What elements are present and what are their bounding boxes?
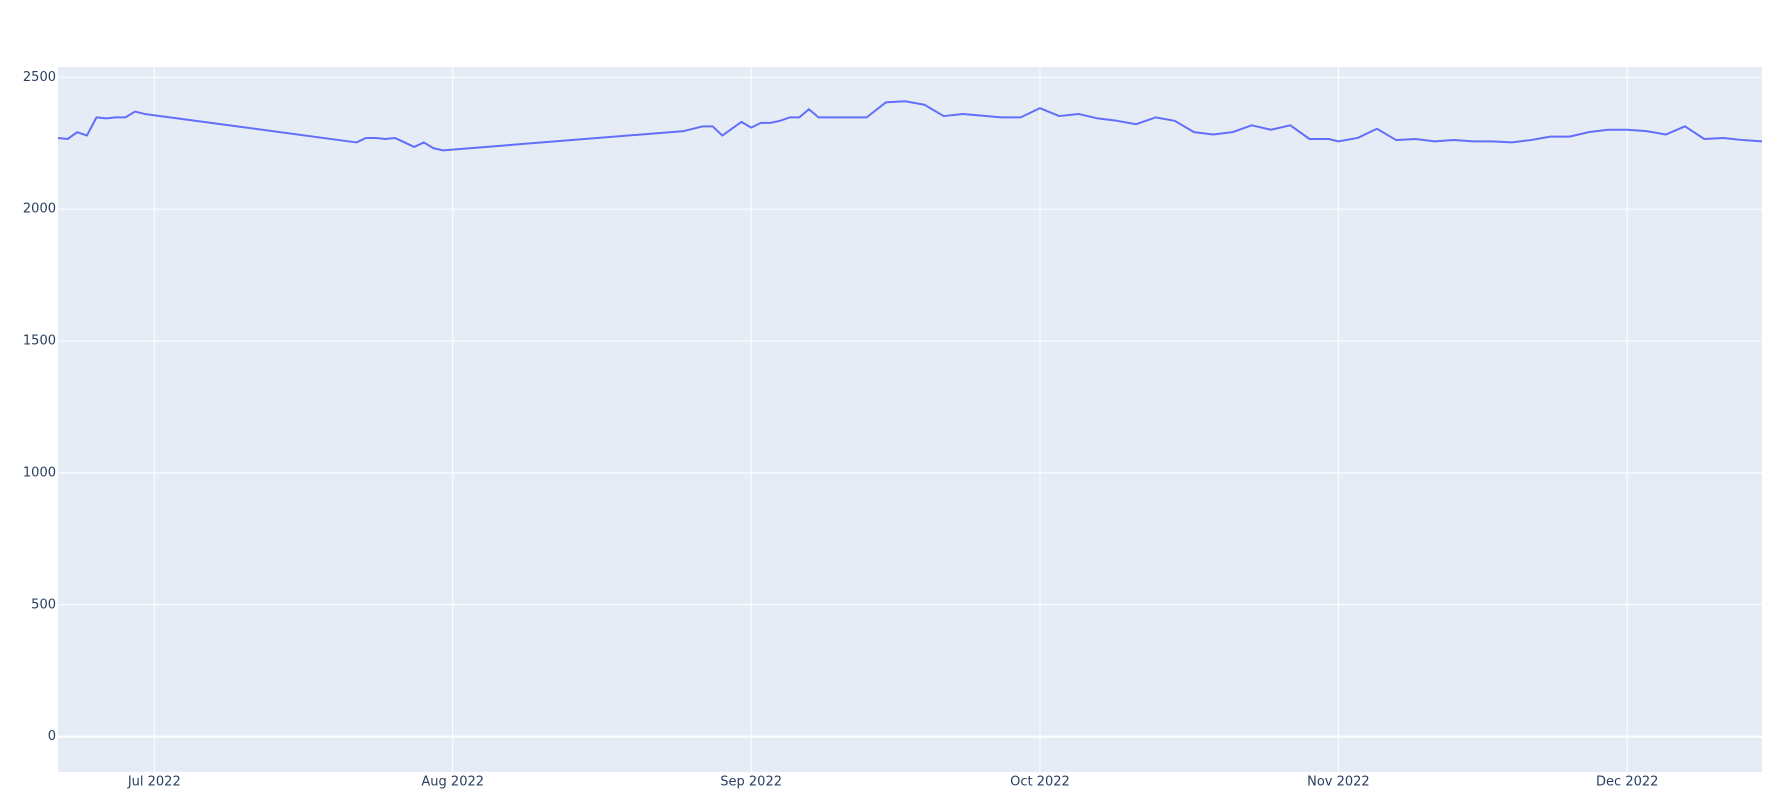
plot-area [58, 67, 1762, 772]
x-tick-label: Oct 2022 [1010, 775, 1070, 790]
y-tick-label: 0 [48, 729, 56, 744]
y-tick-label: 500 [31, 597, 56, 612]
y-tick-label: 2500 [23, 70, 56, 85]
x-tick-label: Dec 2022 [1596, 775, 1658, 790]
x-tick-label: Sep 2022 [720, 775, 782, 790]
y-tick-label: 1500 [23, 334, 56, 349]
x-tick-label: Aug 2022 [421, 775, 484, 790]
y-tick-label: 1000 [23, 465, 56, 480]
x-tick-label: Jul 2022 [127, 775, 181, 790]
x-tick-label: Nov 2022 [1307, 775, 1370, 790]
line [57, 100, 1763, 152]
y-tick-label: 2000 [23, 202, 56, 217]
